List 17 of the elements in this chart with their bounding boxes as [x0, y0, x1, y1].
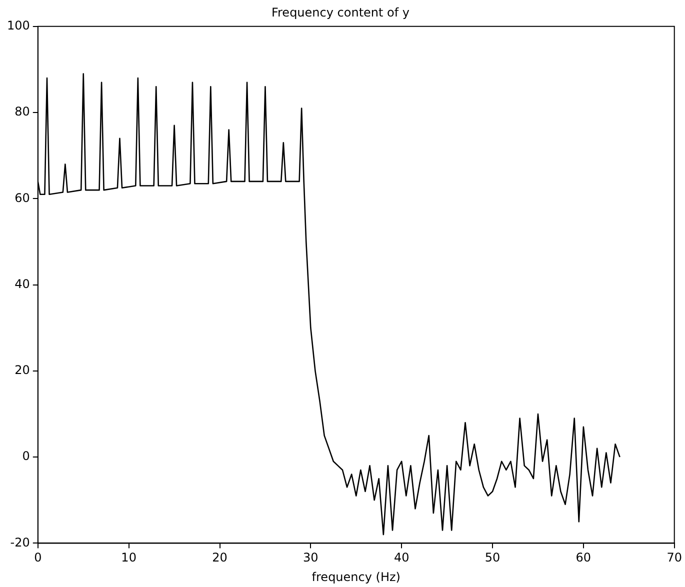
y-tick-label: 0 — [22, 449, 30, 464]
x-axis-title: frequency (Hz) — [312, 570, 400, 584]
x-tick-label: 70 — [666, 550, 682, 565]
chart-title: Frequency content of y — [271, 5, 410, 20]
x-tick-label: 50 — [484, 550, 500, 565]
x-tick-label: 30 — [303, 550, 318, 565]
x-tick-label: 60 — [576, 550, 592, 565]
y-tick-label: 100 — [7, 18, 30, 33]
y-tick-label: -20 — [10, 535, 30, 550]
x-tick-label: 0 — [34, 550, 42, 565]
x-tick-label: 20 — [212, 550, 228, 565]
x-tick-label: 40 — [394, 550, 410, 565]
y-tick-label: 40 — [14, 276, 30, 291]
y-tick-label: 80 — [14, 104, 30, 119]
y-tick-label: 60 — [14, 190, 30, 205]
x-tick-label: 10 — [121, 550, 136, 565]
y-tick-label: 20 — [14, 363, 30, 378]
